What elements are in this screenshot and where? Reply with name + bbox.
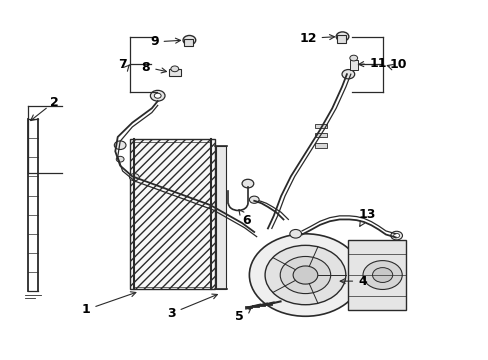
Circle shape <box>114 141 126 149</box>
Text: 7: 7 <box>118 58 127 71</box>
Bar <box>216 146 225 289</box>
Text: 11: 11 <box>358 57 386 70</box>
Circle shape <box>372 267 392 283</box>
Text: 12: 12 <box>299 32 334 45</box>
Bar <box>130 139 215 289</box>
Circle shape <box>390 231 402 240</box>
Circle shape <box>393 233 399 238</box>
Circle shape <box>264 245 345 305</box>
Circle shape <box>170 66 178 72</box>
Text: 1: 1 <box>81 292 136 316</box>
Circle shape <box>335 32 348 41</box>
Circle shape <box>341 69 354 79</box>
Text: 6: 6 <box>239 210 251 227</box>
Circle shape <box>129 174 139 181</box>
Text: 4: 4 <box>340 275 366 288</box>
Text: 9: 9 <box>150 35 180 49</box>
Circle shape <box>280 256 330 294</box>
Circle shape <box>183 36 195 45</box>
Circle shape <box>154 93 161 98</box>
Bar <box>315 133 326 137</box>
Text: 5: 5 <box>235 308 250 324</box>
Circle shape <box>249 196 259 203</box>
Bar <box>315 124 326 129</box>
Circle shape <box>242 179 253 188</box>
Bar <box>168 69 181 76</box>
Bar <box>315 143 326 148</box>
Text: 3: 3 <box>167 294 217 320</box>
Circle shape <box>116 156 124 162</box>
Circle shape <box>292 266 317 284</box>
Circle shape <box>289 229 301 238</box>
Text: 8: 8 <box>142 60 166 73</box>
Text: 13: 13 <box>358 208 375 226</box>
Circle shape <box>362 261 402 289</box>
Text: 2: 2 <box>50 96 59 109</box>
Circle shape <box>150 90 164 101</box>
Bar <box>349 59 357 69</box>
Circle shape <box>249 234 361 316</box>
Bar <box>347 240 405 310</box>
Bar <box>336 36 346 42</box>
Bar <box>183 39 193 46</box>
Circle shape <box>349 55 357 61</box>
Text: 10: 10 <box>388 58 406 71</box>
